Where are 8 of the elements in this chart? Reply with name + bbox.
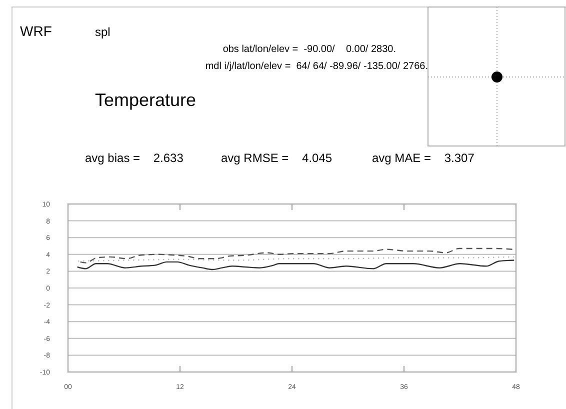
text: WRF	[20, 23, 52, 39]
chart-title: Temperature	[95, 90, 196, 110]
text: obs lat/lon/elev = -90.00/ 0.00/ 2830.	[222, 44, 396, 55]
text: avg RMSE = 4.045	[221, 151, 332, 165]
text: avg bias = 2.633	[85, 151, 184, 165]
text: avg MAE = 3.307	[372, 151, 475, 165]
text: mdl i/j/lat/lon/elev = 64/ 64/ -89.96/ -135.00/ 2766.	[205, 61, 428, 72]
text: spl	[95, 25, 110, 39]
